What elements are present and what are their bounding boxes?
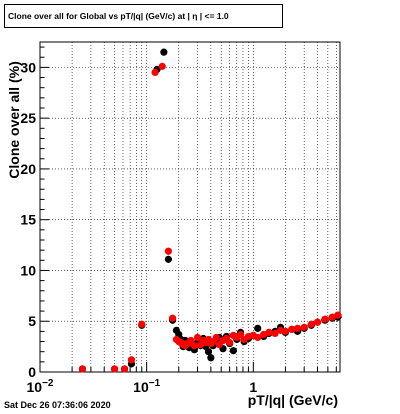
marker (164, 255, 173, 263)
series-1 (78, 48, 342, 373)
plot-frame (39, 41, 341, 373)
data-point (229, 347, 237, 355)
data-point (187, 336, 195, 345)
data-point (254, 333, 262, 342)
data-point (271, 329, 279, 338)
axes (39, 41, 341, 373)
marker (207, 354, 215, 362)
axis-ticks (39, 46, 337, 373)
y-tick-label: 0 (28, 364, 36, 380)
data-point (110, 365, 119, 373)
data-point (204, 348, 213, 356)
marker (254, 333, 262, 342)
grid-lines (40, 42, 340, 372)
marker (78, 365, 87, 373)
marker (151, 68, 159, 77)
chart-title: Clone over all for Global vs pT/|q| (GeV… (4, 4, 283, 28)
marker (193, 333, 202, 342)
marker (127, 356, 136, 364)
marker (168, 314, 177, 322)
marker (271, 329, 279, 338)
y-tick-label: 30 (20, 59, 36, 75)
data-point (226, 338, 234, 347)
series-2 (78, 62, 342, 373)
data-point (212, 333, 220, 342)
data-point (164, 247, 173, 255)
y-tick-label: 5 (28, 313, 36, 329)
x-tick-label: 1 (249, 379, 257, 395)
marker (212, 333, 220, 342)
data-point (265, 328, 273, 336)
y-tick-label: 15 (20, 212, 36, 228)
marker (138, 320, 146, 328)
data-point (300, 323, 308, 331)
data-point (190, 342, 198, 350)
data-point (127, 356, 136, 364)
marker (281, 327, 290, 335)
data-series (78, 48, 342, 373)
marker (164, 247, 173, 255)
y-tick-label: 25 (20, 110, 36, 126)
marker (158, 62, 166, 70)
marker (300, 323, 308, 331)
marker (254, 324, 262, 332)
data-point (236, 330, 245, 339)
marker (110, 365, 119, 373)
data-point (158, 62, 166, 70)
data-point (313, 318, 322, 326)
data-point (151, 68, 159, 77)
marker (334, 311, 342, 319)
marker (265, 328, 273, 336)
x-axis-label: pT/|q| (GeV/c) (248, 392, 338, 408)
data-point (307, 320, 316, 328)
x-tick-label: 10−2 (27, 378, 54, 395)
marker (190, 342, 198, 350)
marker (313, 318, 322, 326)
data-point (288, 325, 296, 333)
x-tick-label: 10−1 (133, 378, 160, 395)
data-point (160, 48, 168, 56)
data-point (281, 327, 290, 335)
marker (307, 320, 315, 328)
marker (120, 365, 129, 373)
data-point (168, 314, 177, 322)
marker (229, 347, 237, 355)
y-axis-label: Clone over all (%) (6, 61, 22, 178)
data-point (120, 365, 129, 373)
data-point (193, 333, 202, 342)
marker (288, 325, 296, 333)
marker (293, 324, 302, 332)
data-point (254, 324, 262, 332)
footer-timestamp: Sat Dec 26 07:36:06 2020 (4, 400, 111, 410)
marker (321, 315, 329, 323)
data-point (138, 320, 146, 328)
data-point (321, 315, 329, 323)
data-point (293, 324, 302, 332)
marker (160, 48, 168, 56)
data-point (207, 354, 215, 362)
y-tick-label: 10 (20, 262, 36, 278)
y-tick-label: 20 (20, 161, 36, 177)
data-point (164, 255, 173, 263)
marker (236, 330, 245, 339)
marker (204, 348, 213, 356)
data-point (333, 311, 342, 319)
marker (187, 336, 195, 345)
marker (226, 338, 234, 347)
data-point (78, 365, 87, 373)
